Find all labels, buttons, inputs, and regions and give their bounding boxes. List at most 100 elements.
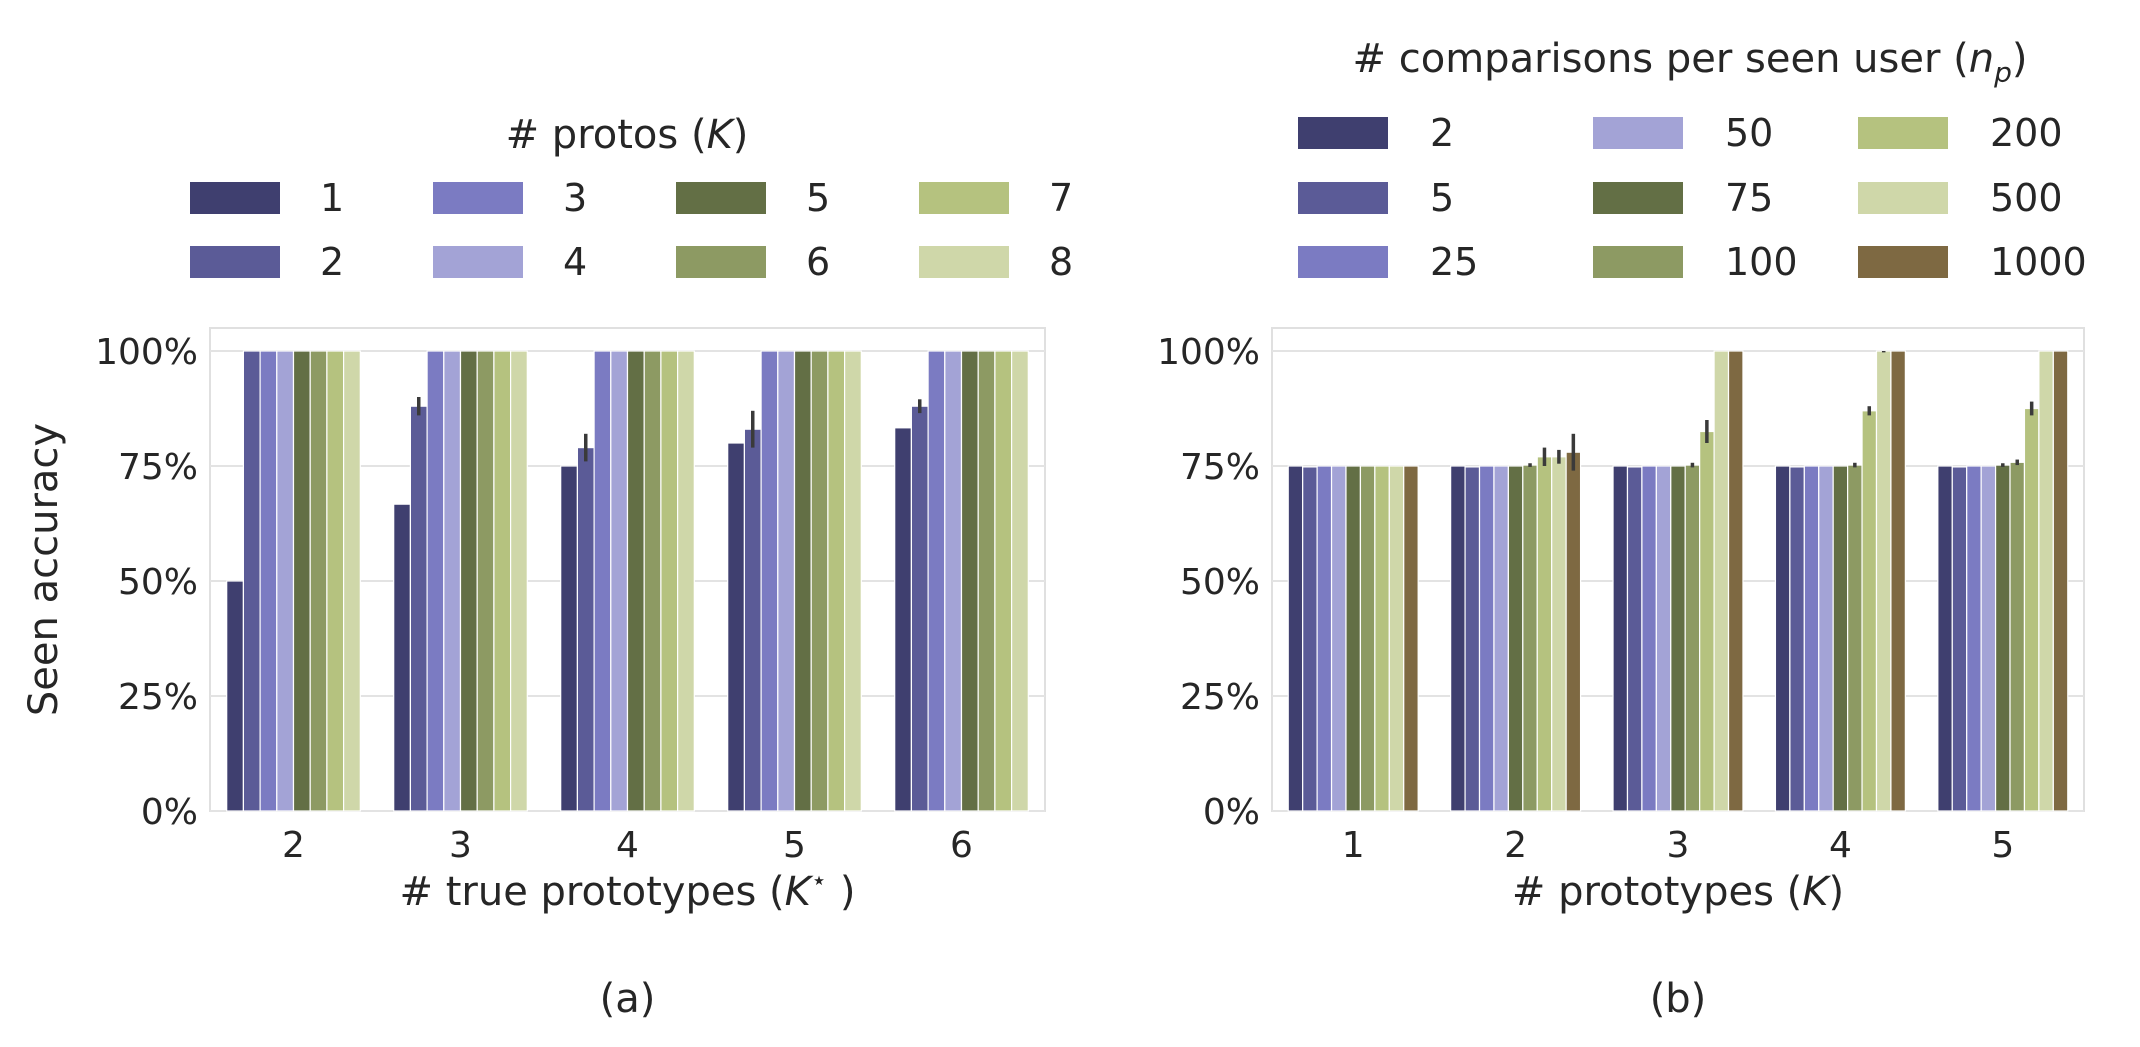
bar-1-2 xyxy=(226,580,244,812)
bar-5-4 xyxy=(626,350,645,812)
y-tick-label: 100% xyxy=(1157,332,1260,373)
legend-title-symbol: n xyxy=(1969,36,1994,82)
legend-title-text: ) xyxy=(733,112,749,158)
bar-4-5 xyxy=(777,350,796,812)
bar-2-4 xyxy=(576,447,595,812)
x-axis-label-text: # true prototypes ( xyxy=(400,869,785,915)
legend-swatch-4 xyxy=(433,246,523,278)
legend-label-5: 5 xyxy=(806,176,830,220)
panel-b: 0% 25% 50% 75% 100% 1 2 3 4 5 # prototypes (K) (b) #… xyxy=(1157,36,2087,1022)
x-tick-label: 3 xyxy=(449,825,472,866)
bar-5-4 xyxy=(1789,466,1805,812)
bar-75-5 xyxy=(1994,464,2011,812)
bar-1000-1 xyxy=(1403,465,1419,812)
x-tick-label: 2 xyxy=(282,825,305,866)
bar-75-1 xyxy=(1345,465,1362,812)
bar-1-6 xyxy=(894,427,913,812)
legend-swatch-6 xyxy=(676,246,766,278)
x-axis-label: # prototypes (K) xyxy=(1512,869,1844,915)
bar-5-2 xyxy=(1464,466,1481,812)
x-tick-label: 3 xyxy=(1667,825,1690,866)
bar-50-5 xyxy=(1980,465,1997,812)
y-tick-label: 75% xyxy=(118,447,198,488)
bar-3-2 xyxy=(259,350,278,812)
bar-2-5 xyxy=(743,428,762,812)
legend-label-1: 1 xyxy=(320,176,344,220)
bar-7-4 xyxy=(660,350,679,812)
legend-title: # protos (K) xyxy=(506,112,749,158)
bar-8-2 xyxy=(343,350,361,812)
bar-4-4 xyxy=(610,350,629,812)
bar-5-1 xyxy=(1302,466,1318,812)
bar-500-1 xyxy=(1388,465,1405,812)
legend-swatch-75 xyxy=(1593,182,1683,214)
bar-2-3 xyxy=(409,405,428,812)
legend-swatch-7 xyxy=(919,182,1009,214)
bar-5-3 xyxy=(1626,466,1643,812)
legend-label-75: 75 xyxy=(1725,176,1773,220)
bar-7-3 xyxy=(493,350,512,812)
bar-6-4 xyxy=(643,350,662,812)
bar-500-2 xyxy=(1551,456,1567,812)
x-tick-label: 5 xyxy=(783,825,806,866)
bar-200-1 xyxy=(1374,465,1390,812)
bar-5-3 xyxy=(459,350,478,812)
legend-label-5: 5 xyxy=(1430,176,1454,220)
bar-500-4 xyxy=(1875,350,1892,812)
x-axis-label-text: # prototypes ( xyxy=(1512,869,1802,915)
legend-title-subscript: p xyxy=(1993,56,2012,89)
legend-swatch-100 xyxy=(1593,246,1683,278)
legend-label-25: 25 xyxy=(1430,240,1478,284)
bar-200-4 xyxy=(1861,410,1878,812)
bar-7-5 xyxy=(827,350,846,812)
legend-title: # comparisons per seen user (np) xyxy=(1353,36,2028,89)
bar-25-5 xyxy=(1966,465,1982,812)
bar-4-6 xyxy=(944,350,963,812)
x-tick-label: 5 xyxy=(1991,825,2014,866)
bar-100-1 xyxy=(1359,465,1376,812)
bar-8-4 xyxy=(676,350,695,812)
legend-label-6: 6 xyxy=(806,240,830,284)
legend-swatch-5 xyxy=(1298,182,1388,214)
legend-title-text: ) xyxy=(2012,36,2028,82)
bar-5-6 xyxy=(960,350,979,812)
bar-2-2 xyxy=(242,350,261,812)
bar-6-6 xyxy=(977,350,996,812)
bar-3-6 xyxy=(927,350,946,812)
bar-2-2 xyxy=(1450,465,1466,812)
legend-label-4: 4 xyxy=(563,240,587,284)
bar-4-2 xyxy=(276,350,295,812)
bar-6-2 xyxy=(309,350,328,812)
bar-1000-5 xyxy=(2052,350,2069,812)
legend-title-text: # protos ( xyxy=(506,112,707,158)
bar-6-3 xyxy=(476,350,495,812)
legend-swatch-8 xyxy=(919,246,1009,278)
bar-75-4 xyxy=(1832,465,1849,812)
legend-swatch-5 xyxy=(676,182,766,214)
panel-a: 0%25%50%75%100%2 3 4 5 6# true prototypes (K… xyxy=(21,112,1073,1022)
bar-8-3 xyxy=(510,350,528,812)
legend-swatch-500 xyxy=(1858,182,1948,214)
bar-2-3 xyxy=(1612,465,1629,812)
bar-75-3 xyxy=(1670,465,1686,812)
legend-label-2: 2 xyxy=(320,240,344,284)
bar-25-1 xyxy=(1316,465,1333,812)
bar-5-5 xyxy=(793,350,812,812)
legend-label-2: 2 xyxy=(1430,111,1454,155)
bar-7-6 xyxy=(994,350,1013,812)
y-axis-label: Seen accuracy xyxy=(21,423,67,716)
panel-label: (a) xyxy=(600,976,656,1022)
bar-25-2 xyxy=(1478,465,1495,812)
bar-100-3 xyxy=(1684,464,1701,812)
y-tick-label: 25% xyxy=(1180,677,1260,718)
bar-50-2 xyxy=(1493,465,1509,812)
legend-title-symbol: K xyxy=(707,112,736,158)
bar-50-3 xyxy=(1655,465,1672,812)
x-axis-label-text: ) xyxy=(1828,869,1844,915)
bar-5-2 xyxy=(292,350,311,812)
legend-label-100: 100 xyxy=(1725,240,1798,284)
bar-5-5 xyxy=(1951,466,1968,812)
bar-2-6 xyxy=(910,405,929,812)
legend-swatch-1000 xyxy=(1858,246,1948,278)
